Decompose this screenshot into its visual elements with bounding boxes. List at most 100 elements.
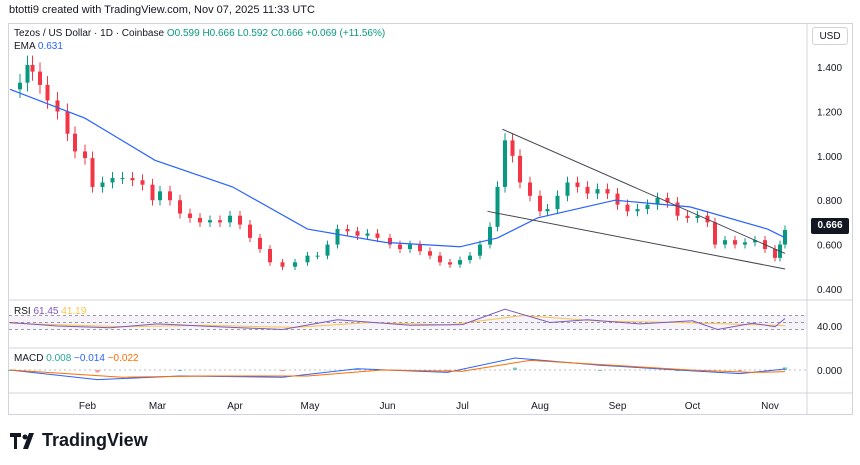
ema-label: EMA (14, 41, 36, 52)
candle-body (773, 249, 777, 258)
y-tick-label: 0.800 (817, 196, 842, 207)
candle-body (90, 158, 95, 187)
candle-body (438, 255, 442, 263)
candle-body (375, 233, 380, 238)
symbol-name[interactable]: Tezos / US Dollar · 1D · Coinbase (14, 28, 165, 39)
brand-name: TradingView (42, 430, 148, 450)
candle-body (695, 215, 700, 218)
candle-body (468, 255, 472, 261)
ema-legend[interactable]: EMA 0.631 (14, 41, 63, 52)
candle-body (488, 226, 492, 245)
candle-body (268, 249, 272, 263)
macd-line-value: −0.014 (74, 353, 105, 364)
macd-label: MACD (14, 353, 44, 364)
candle-body (73, 133, 77, 152)
candle-body (315, 255, 320, 257)
candle-body (545, 209, 550, 212)
candle-body (743, 242, 747, 245)
x-tick-label: Sep (609, 401, 627, 412)
candle-body (625, 204, 630, 212)
candle-body (228, 215, 232, 223)
candle-body (615, 193, 620, 205)
candle-body (585, 186, 590, 194)
macd-hist-value: 0.008 (46, 353, 72, 364)
candle-body (518, 155, 522, 183)
candle-body (130, 178, 135, 181)
candle-body (345, 229, 350, 232)
rsi-legend[interactable]: RSI 61.45 41.19 (14, 306, 86, 317)
macd-histogram-bar (178, 370, 182, 371)
candle-body (30, 64, 35, 72)
candle-body (178, 200, 182, 214)
candle-body (575, 182, 580, 187)
x-tick-label: Aug (531, 401, 549, 412)
last-price-tag: 0.666 (811, 218, 849, 234)
macd-histogram-bar (598, 370, 602, 371)
candle-body (355, 231, 360, 236)
tradingview-logo[interactable]: TradingView (10, 430, 148, 451)
candle-body (55, 100, 60, 112)
high-value: H0.666 (202, 28, 235, 39)
candle-body (208, 220, 212, 223)
tradingview-logo-icon (10, 432, 36, 449)
candle-body (428, 251, 432, 256)
candle-body (25, 64, 30, 83)
candle-body (685, 215, 690, 218)
wedge-lower-line (487, 210, 786, 270)
close-value: C0.666 (270, 28, 304, 39)
macd-legend[interactable]: MACD 0.008 −0.014 −0.022 (14, 353, 139, 364)
candle-body (418, 244, 422, 252)
currency-button[interactable]: USD (812, 27, 848, 45)
candle-body (555, 195, 560, 210)
rsi-value: 61.45 (33, 306, 59, 317)
candle-body (503, 140, 507, 187)
y-tick-label: 0.600 (817, 241, 842, 252)
candle-body (528, 182, 532, 196)
candle-body (510, 140, 515, 156)
candle-body (110, 178, 115, 183)
open-value: O0.599 (166, 28, 200, 39)
candle-body (188, 213, 192, 218)
candle-body (65, 111, 70, 134)
x-tick-label: Jun (379, 401, 395, 412)
candle-body (325, 244, 330, 256)
y-tick-label: 1.000 (817, 152, 842, 163)
candle-body (538, 195, 542, 212)
x-tick-label: Feb (79, 401, 97, 412)
candle-body (595, 189, 600, 194)
candle-body (635, 209, 640, 212)
macd-histogram-bar (783, 367, 787, 370)
candle-body (645, 204, 650, 210)
candle-body (100, 182, 105, 187)
ema-value: 0.631 (37, 41, 63, 52)
candle-body (258, 237, 262, 249)
candle-body (458, 260, 462, 265)
candle-body (713, 222, 717, 245)
candle-body (408, 244, 412, 249)
low-value: L0.592 (237, 28, 269, 39)
candle-body (565, 182, 570, 196)
macd-histogram-bar (280, 370, 285, 372)
candle-body (168, 191, 172, 201)
candle-body (305, 255, 310, 263)
candle-body (665, 198, 670, 203)
candle-body (495, 186, 500, 227)
x-tick-label: Oct (685, 401, 701, 412)
candle-body (45, 84, 50, 101)
ema-line (9, 88, 786, 248)
rsi-tick-label: 40.00 (817, 322, 842, 333)
candle-body (280, 262, 285, 267)
y-tick-label: 1.400 (817, 63, 842, 74)
candle-body (388, 237, 392, 245)
wedge-upper-line (502, 128, 786, 254)
macd-tick-label: 0.000 (817, 366, 842, 377)
x-tick-label: Mar (149, 401, 167, 412)
rsi-label: RSI (14, 306, 31, 317)
candle-body (150, 184, 155, 201)
x-tick-label: Nov (761, 401, 779, 412)
macd-histogram-bar (355, 368, 360, 370)
candle-body (248, 224, 252, 238)
macd-signal-value: −0.022 (107, 353, 139, 364)
rsi-line (9, 308, 786, 331)
